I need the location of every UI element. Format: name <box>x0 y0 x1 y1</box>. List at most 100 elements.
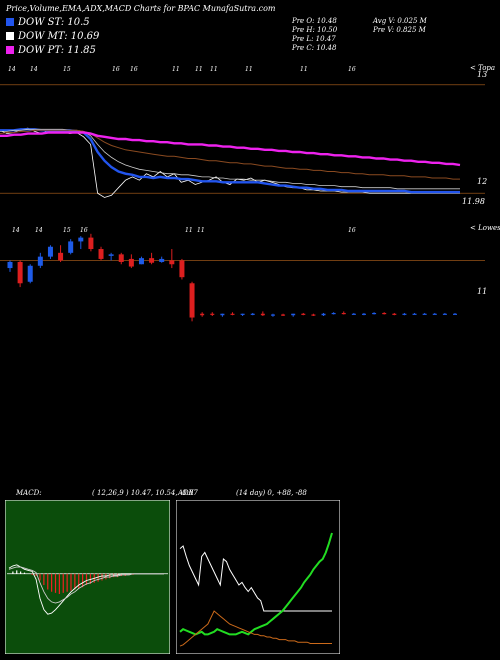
ema-chart: 14 14 15 16 16 11 11 11 11 11 16 <box>0 66 485 198</box>
macd-label: MACD: <box>16 489 42 497</box>
date-label: 16 <box>348 227 356 234</box>
prev-volume: Pre V: 0.825 M <box>373 26 426 34</box>
date-label: 16 <box>130 66 138 73</box>
candle-body <box>128 258 134 267</box>
date-label: 16 <box>112 66 120 73</box>
ema-slow-brown-line <box>0 129 460 180</box>
date-label: 14 <box>30 66 38 73</box>
candle-body <box>240 313 245 315</box>
date-label: 11 <box>195 66 203 73</box>
date-label: 15 <box>63 66 71 73</box>
candle-body <box>402 313 407 315</box>
candle-corner-label: < Lowes <box>470 224 500 232</box>
candle-body <box>200 313 205 316</box>
candle-body <box>78 237 84 242</box>
candle-price-label: 11 <box>477 287 488 296</box>
candle-body <box>210 313 215 315</box>
candlestick-chart: 14 14 15 16 11 11 16 <box>0 227 485 322</box>
legend-dow-st: DOW ST: 10.5 <box>6 17 90 28</box>
ema-pink-line <box>0 131 461 167</box>
di-minus-line <box>179 610 332 647</box>
di-plus-line <box>179 532 333 636</box>
legend-dow-pt: DOW PT: 11.85 <box>6 45 96 56</box>
date-label: 14 <box>12 227 20 234</box>
candle-body <box>361 313 366 315</box>
candle-body <box>331 312 336 315</box>
macd-signal-line <box>8 566 164 604</box>
date-label: 16 <box>80 227 88 234</box>
legend-swatch-mt <box>6 32 14 40</box>
candle-body <box>159 258 165 262</box>
candle-body <box>301 313 306 315</box>
candle-body <box>321 313 326 316</box>
candle-body <box>270 314 275 316</box>
candle-body <box>220 313 225 316</box>
candle-body <box>291 313 296 316</box>
candle-body <box>17 261 23 284</box>
ohlc-low: Pre L: 10.47 <box>292 35 336 43</box>
legend-label-mt: DOW MT: 10.69 <box>18 31 100 42</box>
avg-volume: Avg V: 0.025 M <box>373 17 427 25</box>
candle-body <box>392 313 397 315</box>
legend-label-st: DOW ST: 10.5 <box>18 17 90 28</box>
candle-body <box>179 260 185 278</box>
macd-params: ( 12,26,9 ) 10.47, 10.54, -0.07 <box>92 489 198 497</box>
candle-body <box>68 241 74 253</box>
candle-body <box>260 313 265 316</box>
candle-body <box>7 261 13 269</box>
candle-body <box>422 313 427 315</box>
candle-body <box>432 313 437 315</box>
candle-body <box>138 258 144 265</box>
date-label: 11 <box>185 227 193 234</box>
candle-body <box>58 252 64 261</box>
candle-body <box>118 254 124 262</box>
candle-body <box>351 313 356 315</box>
candle-body <box>250 313 255 315</box>
date-label: 14 <box>35 227 43 234</box>
date-label: 11 <box>245 66 253 73</box>
price-label-last: 11.98 <box>462 197 485 206</box>
adx-chart <box>176 500 340 654</box>
legend-swatch-pt <box>6 46 14 54</box>
candle-body <box>453 313 457 315</box>
adx-line <box>179 545 332 612</box>
legend-label-pt: DOW PT: 11.85 <box>18 45 96 56</box>
candle-body <box>412 313 417 315</box>
candle-body <box>98 249 104 259</box>
macd-chart <box>5 500 170 654</box>
date-label: 16 <box>348 66 356 73</box>
candle-body <box>341 312 346 315</box>
macd-background <box>5 500 170 654</box>
price-label-13: 13 <box>477 70 488 79</box>
price-label-12: 12 <box>477 177 488 186</box>
date-label: 11 <box>300 66 308 73</box>
candle-body <box>230 313 235 315</box>
adx-background <box>176 500 340 654</box>
candle-body <box>311 314 316 316</box>
ohlc-high: Pre H: 10.50 <box>292 26 338 34</box>
candle-body <box>372 312 377 315</box>
date-label: 15 <box>63 227 71 234</box>
candle-body <box>189 283 195 318</box>
date-label: 14 <box>8 66 16 73</box>
legend-dow-mt: DOW MT: 10.69 <box>6 31 99 42</box>
date-label: 11 <box>197 227 205 234</box>
candle-body <box>88 237 94 250</box>
candle-body <box>37 256 43 266</box>
candle-body <box>108 254 114 256</box>
candle-body <box>47 246 53 257</box>
candle-body <box>442 313 447 315</box>
chart-title: Price,Volume,EMA,ADX,MACD Charts for BPA… <box>6 4 276 13</box>
candle-body <box>27 265 33 282</box>
legend-swatch-st <box>6 18 14 26</box>
top-corner-label: < Topa <box>470 64 496 72</box>
ohlc-open: Pre O: 10.48 <box>292 17 337 25</box>
candle-body <box>382 312 387 315</box>
candle-body <box>169 260 175 265</box>
adx-params: (14 day) 0, +88, -88 <box>236 489 307 497</box>
candle-body <box>281 314 286 316</box>
date-label: 11 <box>210 66 218 73</box>
date-label: 11 <box>172 66 180 73</box>
adx-label: ADX <box>178 489 194 497</box>
ohlc-close: Pre C: 10.48 <box>292 44 337 52</box>
